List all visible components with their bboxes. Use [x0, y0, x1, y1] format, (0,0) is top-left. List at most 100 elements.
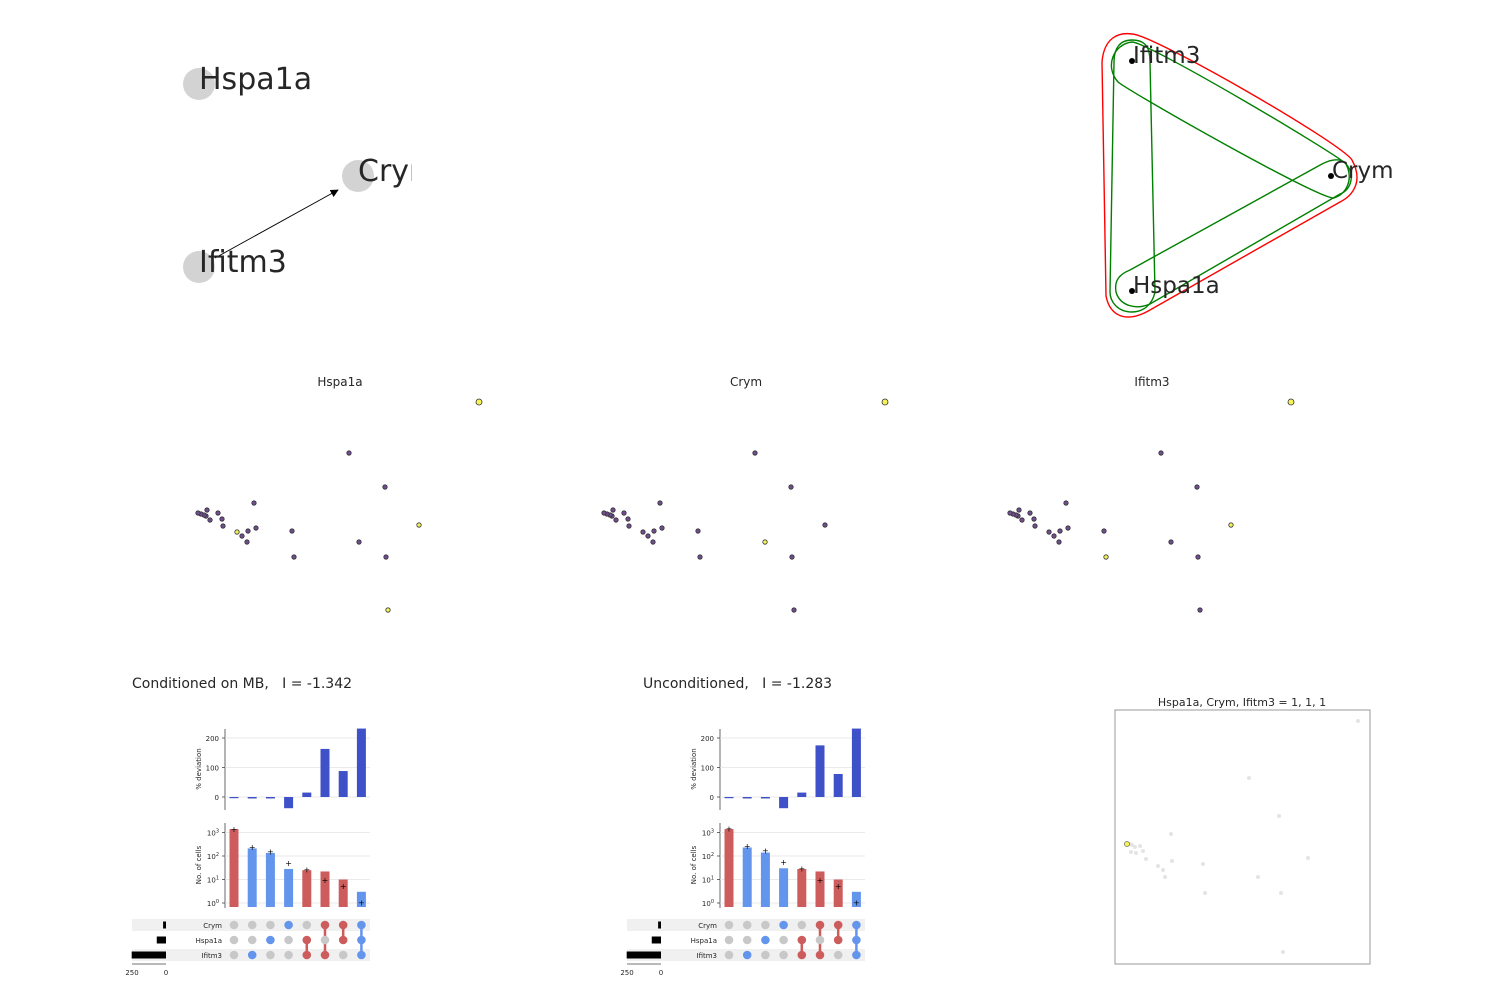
embedding-point — [659, 525, 665, 531]
embedding-point — [1228, 522, 1234, 528]
set-size-bar — [626, 951, 661, 959]
matrix-dot — [357, 920, 366, 930]
embedding-point — [1063, 500, 1069, 506]
embedding-point — [289, 528, 295, 534]
matrix-dot — [797, 950, 807, 960]
scatter-panel-points — [1124, 719, 1360, 954]
scatter-point — [1203, 891, 1207, 895]
matrix-dot — [852, 920, 861, 930]
network-edge — [214, 189, 339, 259]
y-tick-label: 102 — [702, 852, 714, 861]
embedding-point — [1197, 607, 1203, 613]
hyperedge-pair — [1114, 159, 1352, 308]
embedding-point — [1057, 528, 1063, 534]
matrix-dot — [338, 950, 348, 960]
upset-title: Conditioned on MB, I = -1.342 — [132, 676, 352, 692]
embedding-point — [1168, 539, 1174, 545]
count-bar — [229, 829, 239, 907]
deviation-bar — [265, 797, 275, 799]
deviation-bar — [833, 773, 843, 797]
matrix-dot — [266, 950, 275, 960]
hypergraph-node-label: Hspa1a — [1133, 273, 1220, 299]
network-node — [342, 160, 374, 192]
network-node-label: Hspa1a — [199, 62, 312, 97]
expected-marker: + — [744, 842, 751, 851]
embedding-point — [621, 510, 627, 516]
matrix-dot — [229, 950, 239, 960]
set-label: Crym — [203, 922, 222, 930]
count-bar — [338, 879, 348, 907]
expected-marker: + — [340, 882, 347, 891]
scatter-point — [1156, 864, 1160, 868]
deviation-bar — [815, 745, 825, 797]
matrix-dot — [779, 935, 788, 945]
y-tick-label: 100 — [207, 899, 219, 908]
scatter-point — [1144, 857, 1148, 861]
deviation-bar — [779, 797, 789, 809]
embedding-point — [220, 523, 226, 529]
embedding-point — [385, 607, 391, 613]
x-tick-label: 0 — [659, 969, 663, 977]
y-tick-label: 200 — [206, 735, 219, 743]
embedding-point — [195, 510, 201, 516]
set-label: Ifitm3 — [202, 952, 223, 960]
y-axis-label: No. of cells — [690, 845, 698, 884]
deviation-bar — [760, 797, 770, 799]
embedding-title: Ifitm3 — [1134, 375, 1169, 389]
embedding-point — [791, 607, 797, 613]
scatter-point — [1169, 832, 1173, 836]
matrix-dot — [797, 920, 807, 930]
scatter-point-highlight — [1124, 841, 1130, 847]
embedding-point — [640, 529, 646, 535]
expected-marker: + — [358, 899, 365, 908]
embedding-point — [291, 554, 297, 560]
scatter-panel-frame — [1114, 709, 1371, 965]
embedding-point — [1051, 533, 1057, 539]
embedding-point — [215, 510, 221, 516]
embedding-point — [245, 528, 251, 534]
embedding-point — [613, 517, 619, 523]
hypergraph-node-label: Crym — [1332, 158, 1394, 184]
matrix-dot — [761, 920, 770, 930]
y-tick-label: 102 — [207, 852, 219, 861]
hyperedge-pair — [1109, 39, 1156, 313]
embedding-point — [346, 450, 352, 456]
count-bar — [833, 879, 843, 907]
embedding-point — [1103, 554, 1109, 560]
matrix-dot — [761, 935, 770, 945]
y-tick-label: 0 — [710, 794, 714, 802]
embedding-point — [382, 484, 388, 490]
matrix-dot — [852, 950, 861, 960]
matrix-dot — [742, 950, 752, 960]
embedding-point — [1101, 528, 1107, 534]
embedding-point — [788, 484, 794, 490]
embedding-point — [695, 528, 701, 534]
upset-title: Unconditioned, I = -1.283 — [643, 676, 832, 692]
expected-marker: + — [853, 899, 860, 908]
set-size-bar — [131, 951, 166, 959]
embedding-point — [219, 516, 225, 522]
y-axis-label: % deviation — [690, 748, 698, 789]
matrix-dot — [284, 935, 293, 945]
scatter-point — [1201, 862, 1205, 866]
expected-marker: + — [780, 858, 787, 867]
matrix-dot — [852, 935, 861, 945]
embedding-point — [1031, 516, 1037, 522]
expected-marker: + — [798, 864, 805, 873]
expected-marker: + — [303, 866, 310, 875]
embedding-point — [1032, 523, 1038, 529]
hypergraph-node — [1129, 58, 1135, 64]
matrix-dot — [320, 950, 330, 960]
expected-marker: + — [231, 825, 238, 834]
embedding-point — [650, 539, 656, 545]
matrix-dot — [761, 950, 770, 960]
matrix-dot — [247, 935, 257, 945]
deviation-bar — [851, 728, 861, 797]
deviation-bar — [356, 728, 366, 797]
x-tick-label: 0 — [164, 969, 168, 977]
embedding-point — [234, 529, 240, 535]
embedding-point — [1158, 450, 1164, 456]
matrix-dot — [247, 950, 257, 960]
expected-marker: + — [835, 882, 842, 891]
network-node-label: Crym — [358, 154, 438, 189]
